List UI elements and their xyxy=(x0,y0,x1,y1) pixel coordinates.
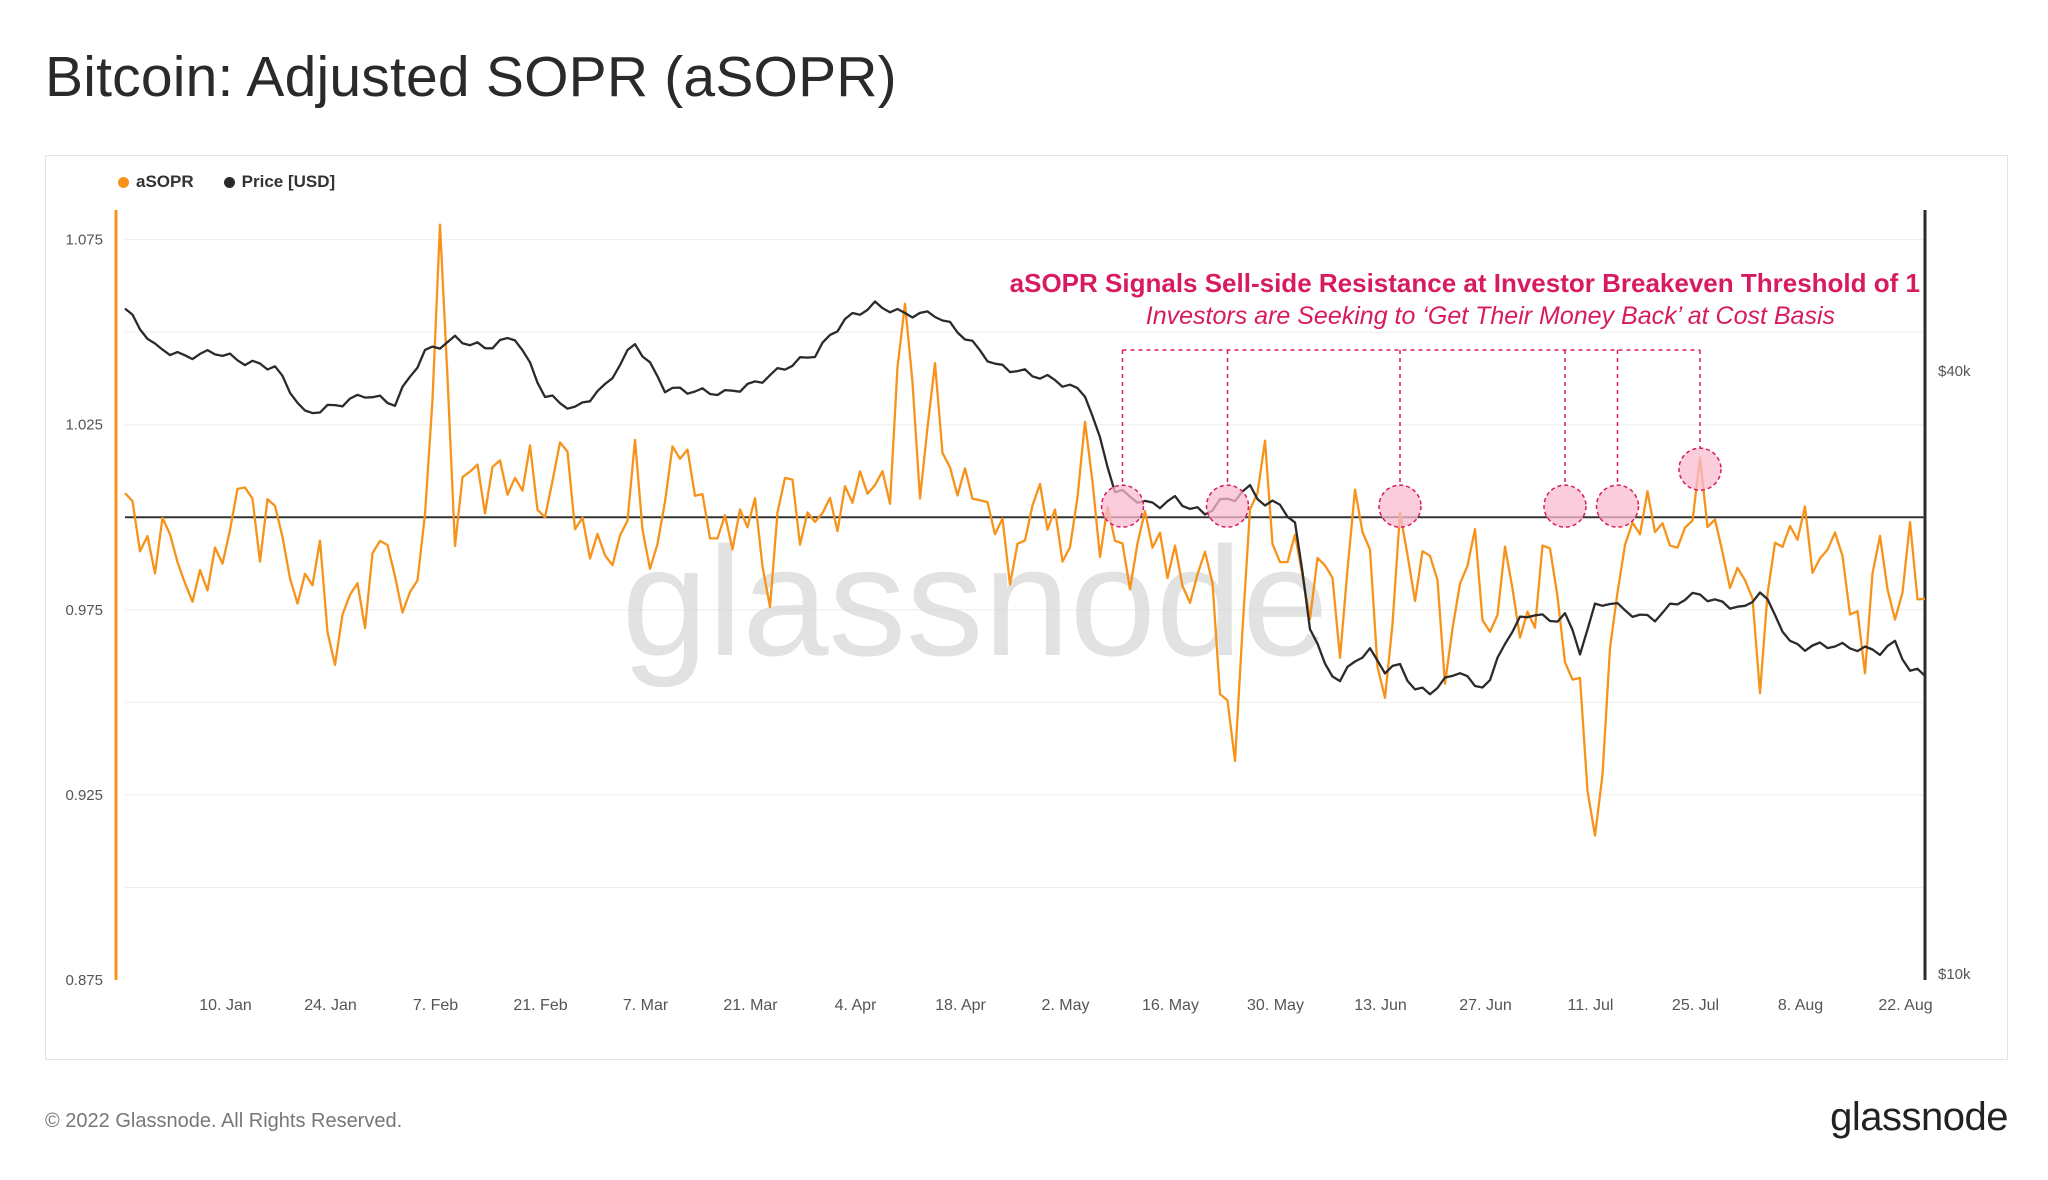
y-tick-label: 0.925 xyxy=(65,787,103,804)
chart-panel xyxy=(45,155,2008,1060)
legend-label-asopr: aSOPR xyxy=(136,172,194,191)
y-tick-label: 0.975 xyxy=(65,602,103,619)
y-tick-label: 1.025 xyxy=(65,417,103,434)
legend-dot-asopr xyxy=(118,176,129,188)
x-tick-label: 16. May xyxy=(1142,997,1199,1014)
highlight-circle xyxy=(1678,447,1722,491)
x-tick-label: 7. Mar xyxy=(623,997,669,1014)
legend-item-price[interactable]: Price [USD] xyxy=(223,172,336,192)
highlight-circle xyxy=(1543,484,1587,528)
x-tick-label: 30. May xyxy=(1247,997,1304,1014)
x-tick-label: 13. Jun xyxy=(1354,997,1406,1014)
x-tick-label: 11. Jul xyxy=(1568,997,1614,1014)
x-tick-label: 7. Feb xyxy=(413,997,458,1014)
y-tick-label: 0.875 xyxy=(65,972,103,989)
y2-tick-label: $10k xyxy=(1938,966,1971,983)
highlight-circle xyxy=(1205,484,1250,528)
legend-item-asopr[interactable]: aSOPR xyxy=(118,172,194,192)
x-tick-label: 8. Aug xyxy=(1778,997,1823,1014)
x-tick-label: 27. Jun xyxy=(1459,997,1511,1014)
page-title: Bitcoin: Adjusted SOPR (aSOPR) xyxy=(45,45,897,109)
x-tick-label: 21. Mar xyxy=(723,997,778,1014)
legend-dot-price xyxy=(223,176,235,188)
y2-tick-label: $40k xyxy=(1938,363,1971,380)
x-tick-label: 18. Apr xyxy=(935,997,986,1014)
price-series-line xyxy=(124,300,1926,696)
legend-label-price: Price [USD] xyxy=(241,172,336,191)
copyright-footer: © 2022 Glassnode. All Rights Reserved. xyxy=(45,1110,403,1132)
glassnode-logo: glassnode xyxy=(1830,1095,2008,1139)
chart-legend: aSOPR Price [USD] xyxy=(118,172,335,192)
highlight-circle xyxy=(1595,484,1640,528)
x-tick-label: 4. Apr xyxy=(835,997,877,1014)
x-tick-label: 21. Feb xyxy=(513,997,567,1014)
x-tick-label: 22. Aug xyxy=(1878,997,1932,1014)
x-tick-label: 10. Jan xyxy=(199,997,251,1014)
watermark: glassnode xyxy=(622,515,1329,688)
annotation-subtitle: Investors are Seeking to ‘Get Their Mone… xyxy=(1146,302,1835,330)
x-tick-label: 25. Jul xyxy=(1672,997,1719,1014)
highlight-circle xyxy=(1100,484,1145,528)
x-tick-label: 24. Jan xyxy=(304,997,356,1014)
y-tick-label: 1.075 xyxy=(65,232,103,249)
highlight-circle xyxy=(1378,484,1422,528)
x-tick-label: 2. May xyxy=(1041,997,1089,1014)
asopr-series-line xyxy=(124,223,1926,837)
annotation-title: aSOPR Signals Sell-side Resistance at In… xyxy=(1010,268,1920,298)
